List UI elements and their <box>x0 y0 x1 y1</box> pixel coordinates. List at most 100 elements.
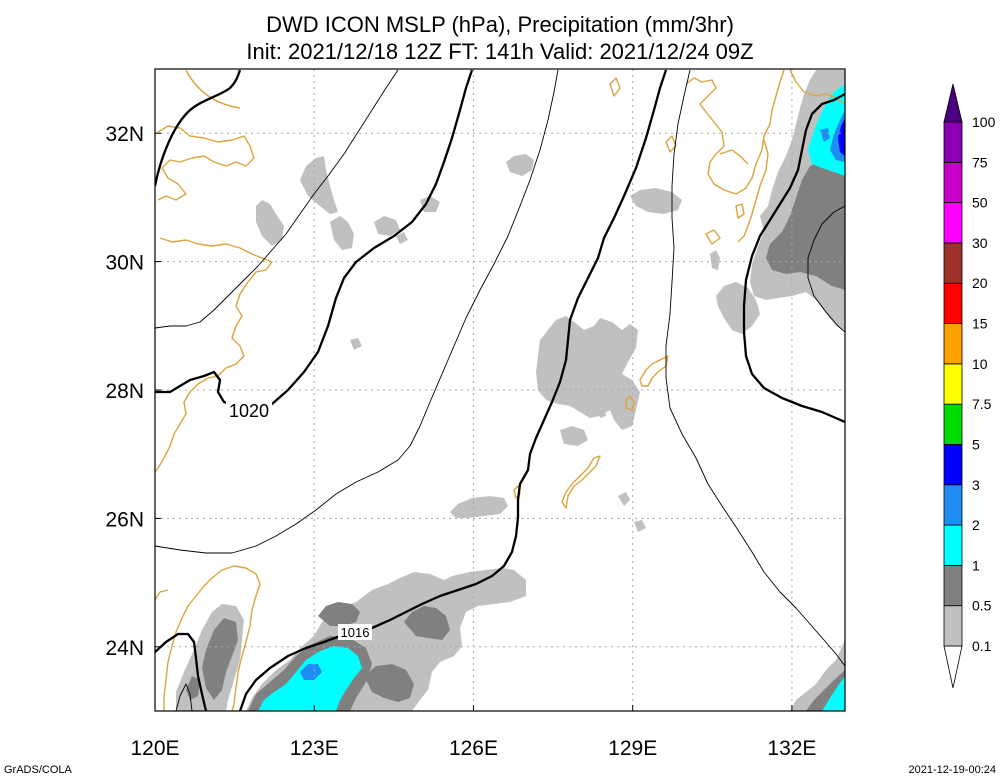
isobar-label-1016-background <box>338 624 372 640</box>
precip-area-south-kyushu <box>716 282 760 334</box>
colorbar-swatch <box>943 564 963 607</box>
colorbar-level-label: 75 <box>972 154 988 170</box>
precip-cyan-area-southeast <box>822 676 845 711</box>
colorbar-level-label: 7.5 <box>972 396 992 412</box>
coastline-island-3 <box>665 135 677 153</box>
coastline-island-6 <box>735 203 745 219</box>
precip-area-ecs-4 <box>374 216 400 236</box>
lon-tick-label: 123E <box>290 737 339 760</box>
isobar-label-1020-background <box>226 400 272 420</box>
isobar-labels: 1020 1016 <box>226 400 372 640</box>
colorbar-swatch <box>943 161 963 204</box>
map-subtitle: Init: 2021/12/18 12Z FT: 141h Valid: 202… <box>246 39 753 64</box>
precip-blue-areas <box>300 110 845 680</box>
precip-area-east-china-sea <box>450 496 508 518</box>
coastline-kyushu-west <box>685 69 785 195</box>
precip-dark-area-1 <box>404 606 450 640</box>
lon-tick-label: 120E <box>130 737 179 760</box>
precip-dark-area-small <box>186 676 200 700</box>
coastline-island-2 <box>513 485 521 499</box>
colorbar-swatch <box>943 605 963 647</box>
map-title: DWD ICON MSLP (hPa), Precipitation (mm/3… <box>266 12 734 37</box>
isobar-thin-central <box>155 69 559 554</box>
precip-area-ecs-1 <box>300 156 338 214</box>
coastline-china-north <box>185 69 241 109</box>
colorbar-swatch <box>943 282 963 324</box>
precip-area-small-4 <box>350 338 362 350</box>
precipitation-colorbar: 0.1 0.5 1 2 3 5 7.5 10 15 20 30 50 75 100 <box>943 83 996 689</box>
precip-dark-area-2 <box>318 602 360 626</box>
isobar-taiwan-thick <box>155 632 208 711</box>
precip-area-west-kyushu <box>630 188 682 214</box>
colorbar-level-label: 15 <box>972 316 988 332</box>
coastline-zhejiang <box>155 237 273 473</box>
axis-ticks <box>154 132 793 711</box>
precip-area-central-2 <box>560 426 588 446</box>
precip-dark-area-taiwan <box>202 618 238 700</box>
coastline-fujian <box>155 589 169 601</box>
coastline-island-1 <box>625 395 635 411</box>
lat-tick-label: 32N <box>105 123 144 146</box>
precip-area-central <box>536 316 640 430</box>
precip-area-small-3 <box>634 520 646 532</box>
precip-blue-area-small <box>820 128 830 142</box>
colorbar-swatch <box>943 242 963 284</box>
precip-blue-area-south <box>300 664 322 680</box>
isobar-label-1016: 1016 <box>341 625 370 640</box>
colorbar-swatch <box>943 363 963 405</box>
lon-tick-label: 132E <box>767 737 816 760</box>
isobar-taiwan-thin <box>175 683 193 711</box>
precip-area-ecs-3 <box>330 216 354 250</box>
isobar-1020-northwest <box>155 69 242 187</box>
footer-timestamp: 2021-12-19-00:24 <box>909 764 996 776</box>
precip-area-ecs-2 <box>256 200 284 246</box>
colorbar-bottom-triangle <box>943 645 963 689</box>
precip-area-small-2 <box>618 492 630 506</box>
colorbar-top-triangle <box>943 83 963 123</box>
colorbar-swatch <box>943 403 963 445</box>
coastlines <box>155 69 845 711</box>
precip-area-ecs-7 <box>506 154 534 176</box>
colorbar-swatch <box>943 524 963 566</box>
isobar-thick-east <box>742 92 845 424</box>
coastline-amami <box>561 455 601 509</box>
coastline-yangtze-delta <box>157 125 255 201</box>
colorbar-level-label: 20 <box>972 275 988 291</box>
isobar-thin-northwest <box>155 69 399 329</box>
colorbar-swatch <box>943 202 963 244</box>
colorbar-swatch <box>943 484 963 526</box>
isobar-thin-east <box>665 69 845 667</box>
precip-dark-area-east <box>766 150 845 290</box>
coastline-island-5 <box>705 229 721 245</box>
isobar-thin-east-inner <box>807 205 845 333</box>
precip-area-small-5 <box>598 408 606 418</box>
precip-deep-blue-area <box>838 118 845 156</box>
colorbar-level-label: 10 <box>972 356 988 372</box>
colorbar-swatch <box>943 323 963 365</box>
colorbar-level-label: 2 <box>972 517 980 533</box>
colorbar-level-label: 0.1 <box>972 638 992 654</box>
coastline-kyushu-east <box>737 139 769 243</box>
colorbar-level-label: 1 <box>972 557 980 573</box>
lon-tick-label: 126E <box>449 737 498 760</box>
colorbar-level-label: 50 <box>972 195 988 211</box>
isobar-1020-main <box>155 69 474 412</box>
lat-tick-label: 28N <box>105 380 144 403</box>
colorbar-level-label: 30 <box>972 235 988 251</box>
colorbar-swatch <box>943 121 963 163</box>
coastline-kyushu-bay <box>719 149 749 165</box>
coastline-taiwan-east <box>211 565 261 711</box>
colorbar-level-label: 0.5 <box>972 598 992 614</box>
grid-lines <box>155 69 845 711</box>
lat-tick-label: 24N <box>105 637 144 660</box>
axis-tick-labels: 120E 123E 126E 129E 132E 24N 26N 28N 30N 32N <box>105 123 816 760</box>
colorbar-swatch <box>943 444 963 486</box>
colorbar-level-label: 100 <box>972 114 996 130</box>
coastline-island-4 <box>609 77 621 97</box>
precip-area-ecs-5 <box>420 196 440 212</box>
coastline-okinawa <box>639 355 669 387</box>
coastline-taiwan-west <box>163 577 213 711</box>
footer-software-credit: GrADS/COLA <box>4 764 73 776</box>
isobar-label-1020: 1020 <box>229 401 269 421</box>
